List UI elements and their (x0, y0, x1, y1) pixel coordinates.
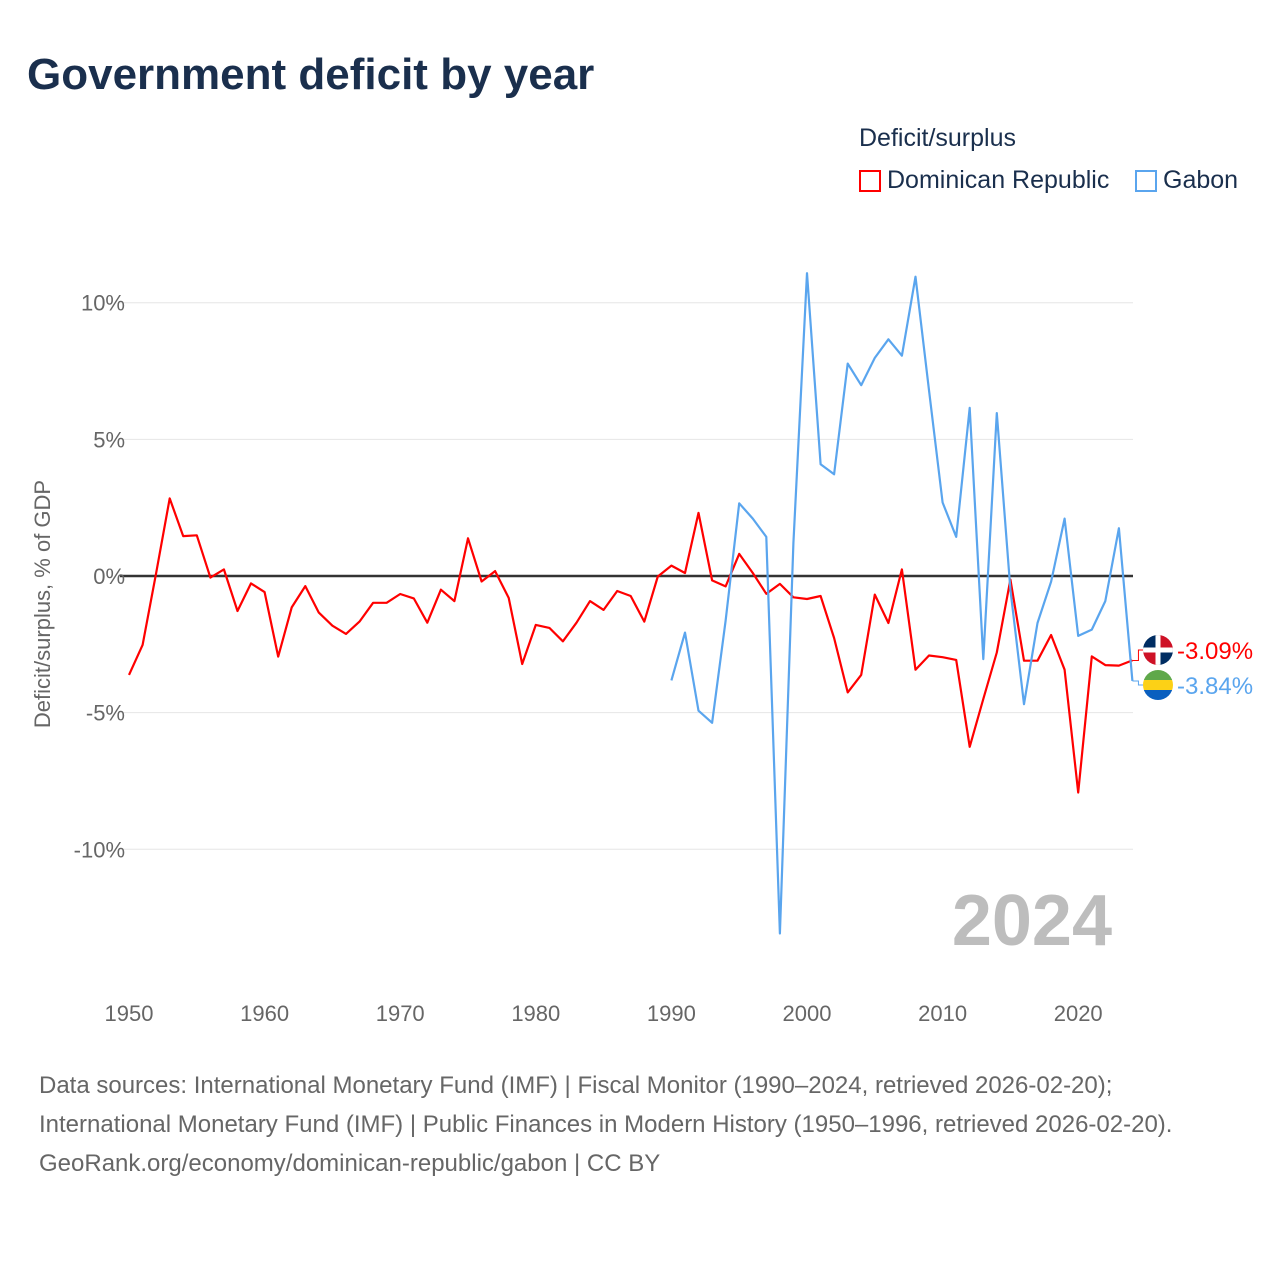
flag-cross (1155, 635, 1161, 665)
y-tick-label: 5% (93, 427, 125, 452)
year-label: 2024 (952, 881, 1112, 961)
flag-stripe (1143, 670, 1173, 680)
flag-body (1143, 635, 1173, 665)
x-tick-label: 1960 (240, 1001, 289, 1026)
dominican-republic-flag-icon (1143, 635, 1173, 665)
flag-body (1143, 670, 1173, 700)
x-tick-label: 1990 (647, 1001, 696, 1026)
series-line-gabon (670, 272, 1134, 935)
x-tick-label: 1980 (511, 1001, 560, 1026)
legend-label: Dominican Republic (887, 166, 1110, 194)
legend-title: Deficit/surplus (859, 124, 1016, 152)
end-value-label: -3.84% (1177, 673, 1253, 700)
y-tick-label: -5% (86, 701, 125, 726)
gabon-flag-icon (1143, 670, 1173, 700)
series-line-dominican-republic (127, 497, 1133, 794)
x-tick-label: 1970 (376, 1001, 425, 1026)
end-value-label: -3.09% (1177, 638, 1253, 665)
legend-label: Gabon (1163, 166, 1239, 194)
credit-link[interactable]: GeoRank.org/economy/dominican-republic/g… (39, 1150, 661, 1177)
flag-stripe (1143, 690, 1173, 700)
x-tick-label: 2020 (1054, 1001, 1103, 1026)
footer: Data sources: International Monetary Fun… (39, 1066, 1239, 1183)
y-tick-label: 10% (81, 291, 125, 316)
legend-item-gabon[interactable]: Gabon (1135, 166, 1238, 195)
x-tick-label: 2000 (783, 1001, 832, 1026)
end-label-connector (1132, 649, 1145, 661)
y-tick-label: -10% (74, 837, 125, 862)
data-sources: Data sources: International Monetary Fun… (39, 1072, 1173, 1138)
x-tick-label: 2010 (918, 1001, 967, 1026)
legend-item-dominican-republic[interactable]: Dominican Republic (859, 166, 1109, 195)
end-label-connector (1132, 680, 1145, 686)
legend-swatch (1135, 169, 1157, 192)
y-axis-label: Deficit/surplus, % of GDP (30, 480, 55, 728)
page-title: Government deficit by year (27, 50, 595, 99)
flag-stripe (1143, 680, 1173, 690)
y-tick-label: 0% (93, 564, 125, 589)
x-tick-label: 1950 (105, 1001, 154, 1026)
legend-swatch (859, 169, 881, 192)
